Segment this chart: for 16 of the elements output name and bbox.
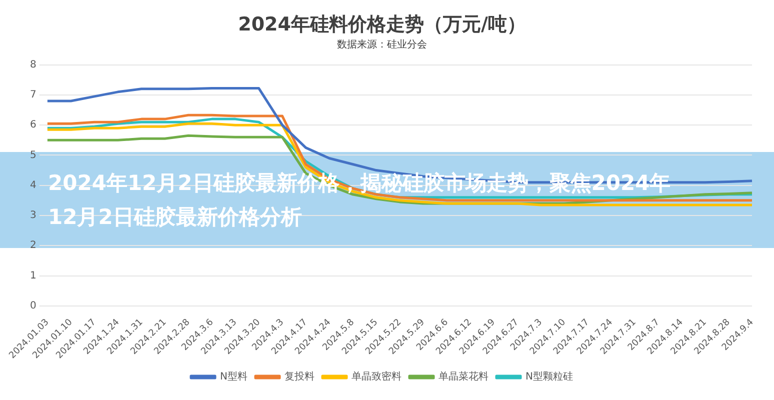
legend-label: 单晶致密料 [352, 370, 402, 383]
chart-subtitle: 数据来源：硅业分会 [337, 38, 427, 50]
y-tick-label: 4 [30, 180, 36, 191]
y-tick-label: 1 [30, 270, 36, 282]
legend-label: 复投料 [284, 370, 314, 383]
chart-title: 2024年硅料价格走势（万元/吨） [238, 13, 526, 36]
legend-label: N型颗粒硅 [526, 370, 573, 383]
y-tick-label: 7 [30, 90, 36, 101]
y-tick-label: 8 [30, 59, 36, 70]
y-tick-label: 6 [30, 120, 36, 131]
y-tick-label: 3 [30, 210, 36, 222]
y-tick-label: 5 [30, 150, 36, 161]
legend-label: N型料 [220, 370, 248, 383]
legend-label: 单晶菜花料 [438, 370, 488, 383]
y-tick-label: 2 [30, 240, 36, 252]
y-tick-label: 0 [30, 300, 36, 312]
